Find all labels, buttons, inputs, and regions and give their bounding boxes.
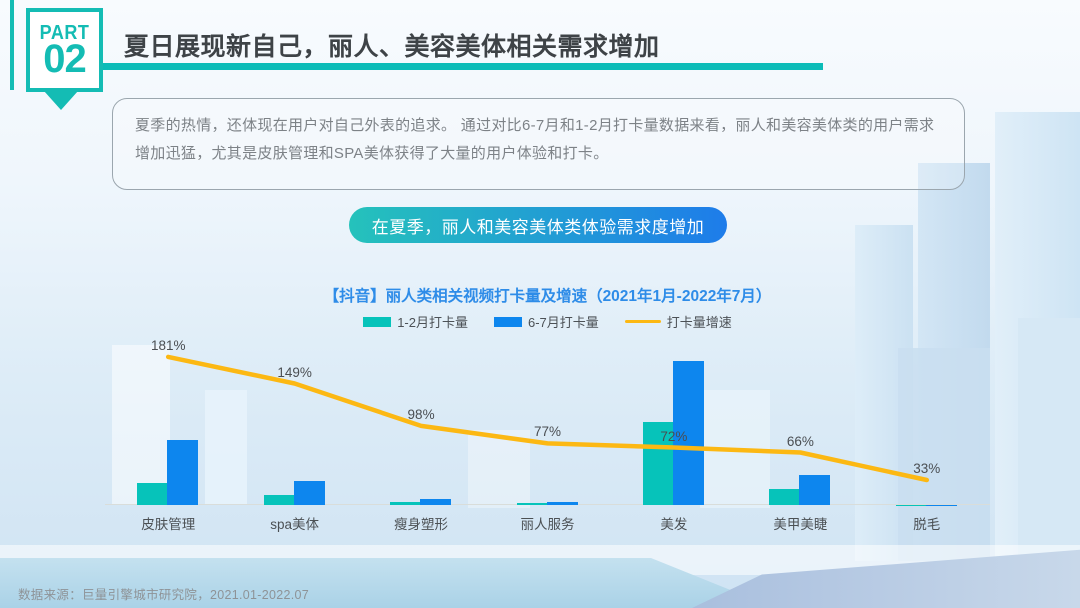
x-axis-label: 丽人服务	[520, 517, 575, 532]
growth-line	[165, 354, 930, 483]
x-axis-label: 瘦身塑形	[394, 517, 449, 532]
description-box: 夏季的热情，还体现在用户对自己外表的追求。 通过对比6-7月和1-2月打卡量数据…	[112, 98, 965, 190]
legend-label: 6-7月打卡量	[527, 315, 599, 330]
background-chevron-left	[0, 558, 775, 608]
title-underline	[102, 63, 823, 70]
background-building-shape	[205, 390, 247, 505]
bar-1-2月打卡量	[390, 502, 421, 505]
bar-6-7月打卡量	[925, 504, 957, 505]
bar-6-7月打卡量	[293, 481, 325, 505]
data-source-footer: 数据来源：巨量引擎城市研究院，2021.01-2022.07	[18, 588, 310, 602]
background-building-shape	[112, 345, 170, 505]
x-axis-label: 皮肤管理	[141, 517, 196, 532]
bar-6-7月打卡量	[167, 440, 199, 505]
x-axis-label: spa美体	[270, 517, 320, 532]
bar-1-2月打卡量	[516, 503, 547, 505]
combo-chart: 181% 皮肤管理 149% spa美体 98% 瘦身塑形 77% 丽人服务 72% 美发 66% 美…	[105, 335, 990, 532]
legend-swatch-blue	[493, 316, 522, 327]
bar-1-2月打卡量	[137, 483, 168, 505]
background-building-shape	[468, 430, 530, 508]
page-title: 夏日展现新自己，丽人、美容美体相关需求增加	[124, 33, 660, 61]
legend-item-growth: 打卡量增速	[624, 312, 732, 331]
x-axis-label: 脱毛	[913, 517, 941, 532]
growth-value-label: 98%	[407, 406, 435, 422]
growth-value-label: 72%	[660, 428, 688, 444]
bar-6-7月打卡量	[546, 502, 578, 505]
growth-value-label: 33%	[913, 460, 941, 476]
part-badge-pointer	[44, 91, 78, 110]
growth-value-label: 181%	[150, 337, 186, 353]
legend-swatch-line	[624, 319, 661, 324]
chart-title: 【抖音】丽人类相关视频打卡量及增速（2021年1月-2022年7月）	[323, 288, 772, 305]
x-axis-label: 美甲美睫	[773, 517, 828, 532]
legend-item-6-7: 6-7月打卡量	[493, 312, 599, 331]
chart-legend: 1-2月打卡量 6-7月打卡量 打卡量增速	[105, 312, 990, 331]
legend-item-1-2: 1-2月打卡量	[363, 312, 468, 331]
bar-6-7月打卡量	[420, 499, 452, 505]
bar-6-7月打卡量	[672, 361, 704, 505]
growth-value-label: 149%	[277, 364, 312, 380]
bar-6-7月打卡量	[799, 475, 831, 505]
x-axis-label: 美发	[660, 517, 688, 532]
growth-value-label: 66%	[786, 433, 814, 449]
legend-label: 打卡量增速	[666, 315, 732, 330]
bar-1-2月打卡量	[769, 489, 800, 505]
part-label: PART	[39, 20, 90, 44]
highlight-banner: 在夏季，丽人和美容美体类体验需求度增加	[349, 207, 727, 243]
legend-label: 1-2月打卡量	[397, 315, 468, 330]
header-accent-line	[10, 0, 14, 90]
growth-value-label: 77%	[533, 424, 562, 440]
part-badge: PART 02	[26, 8, 103, 92]
bar-1-2月打卡量	[642, 422, 673, 505]
bar-1-2月打卡量	[895, 504, 926, 505]
description-text: 夏季的热情，还体现在用户对自己外表的追求。 通过对比6-7月和1-2月打卡量数据…	[135, 117, 935, 162]
background-building-shape	[1018, 318, 1080, 561]
bar-1-2月打卡量	[263, 495, 294, 505]
part-number: 02	[43, 37, 86, 81]
legend-swatch-teal	[363, 316, 392, 327]
background-building-shape	[898, 348, 990, 561]
